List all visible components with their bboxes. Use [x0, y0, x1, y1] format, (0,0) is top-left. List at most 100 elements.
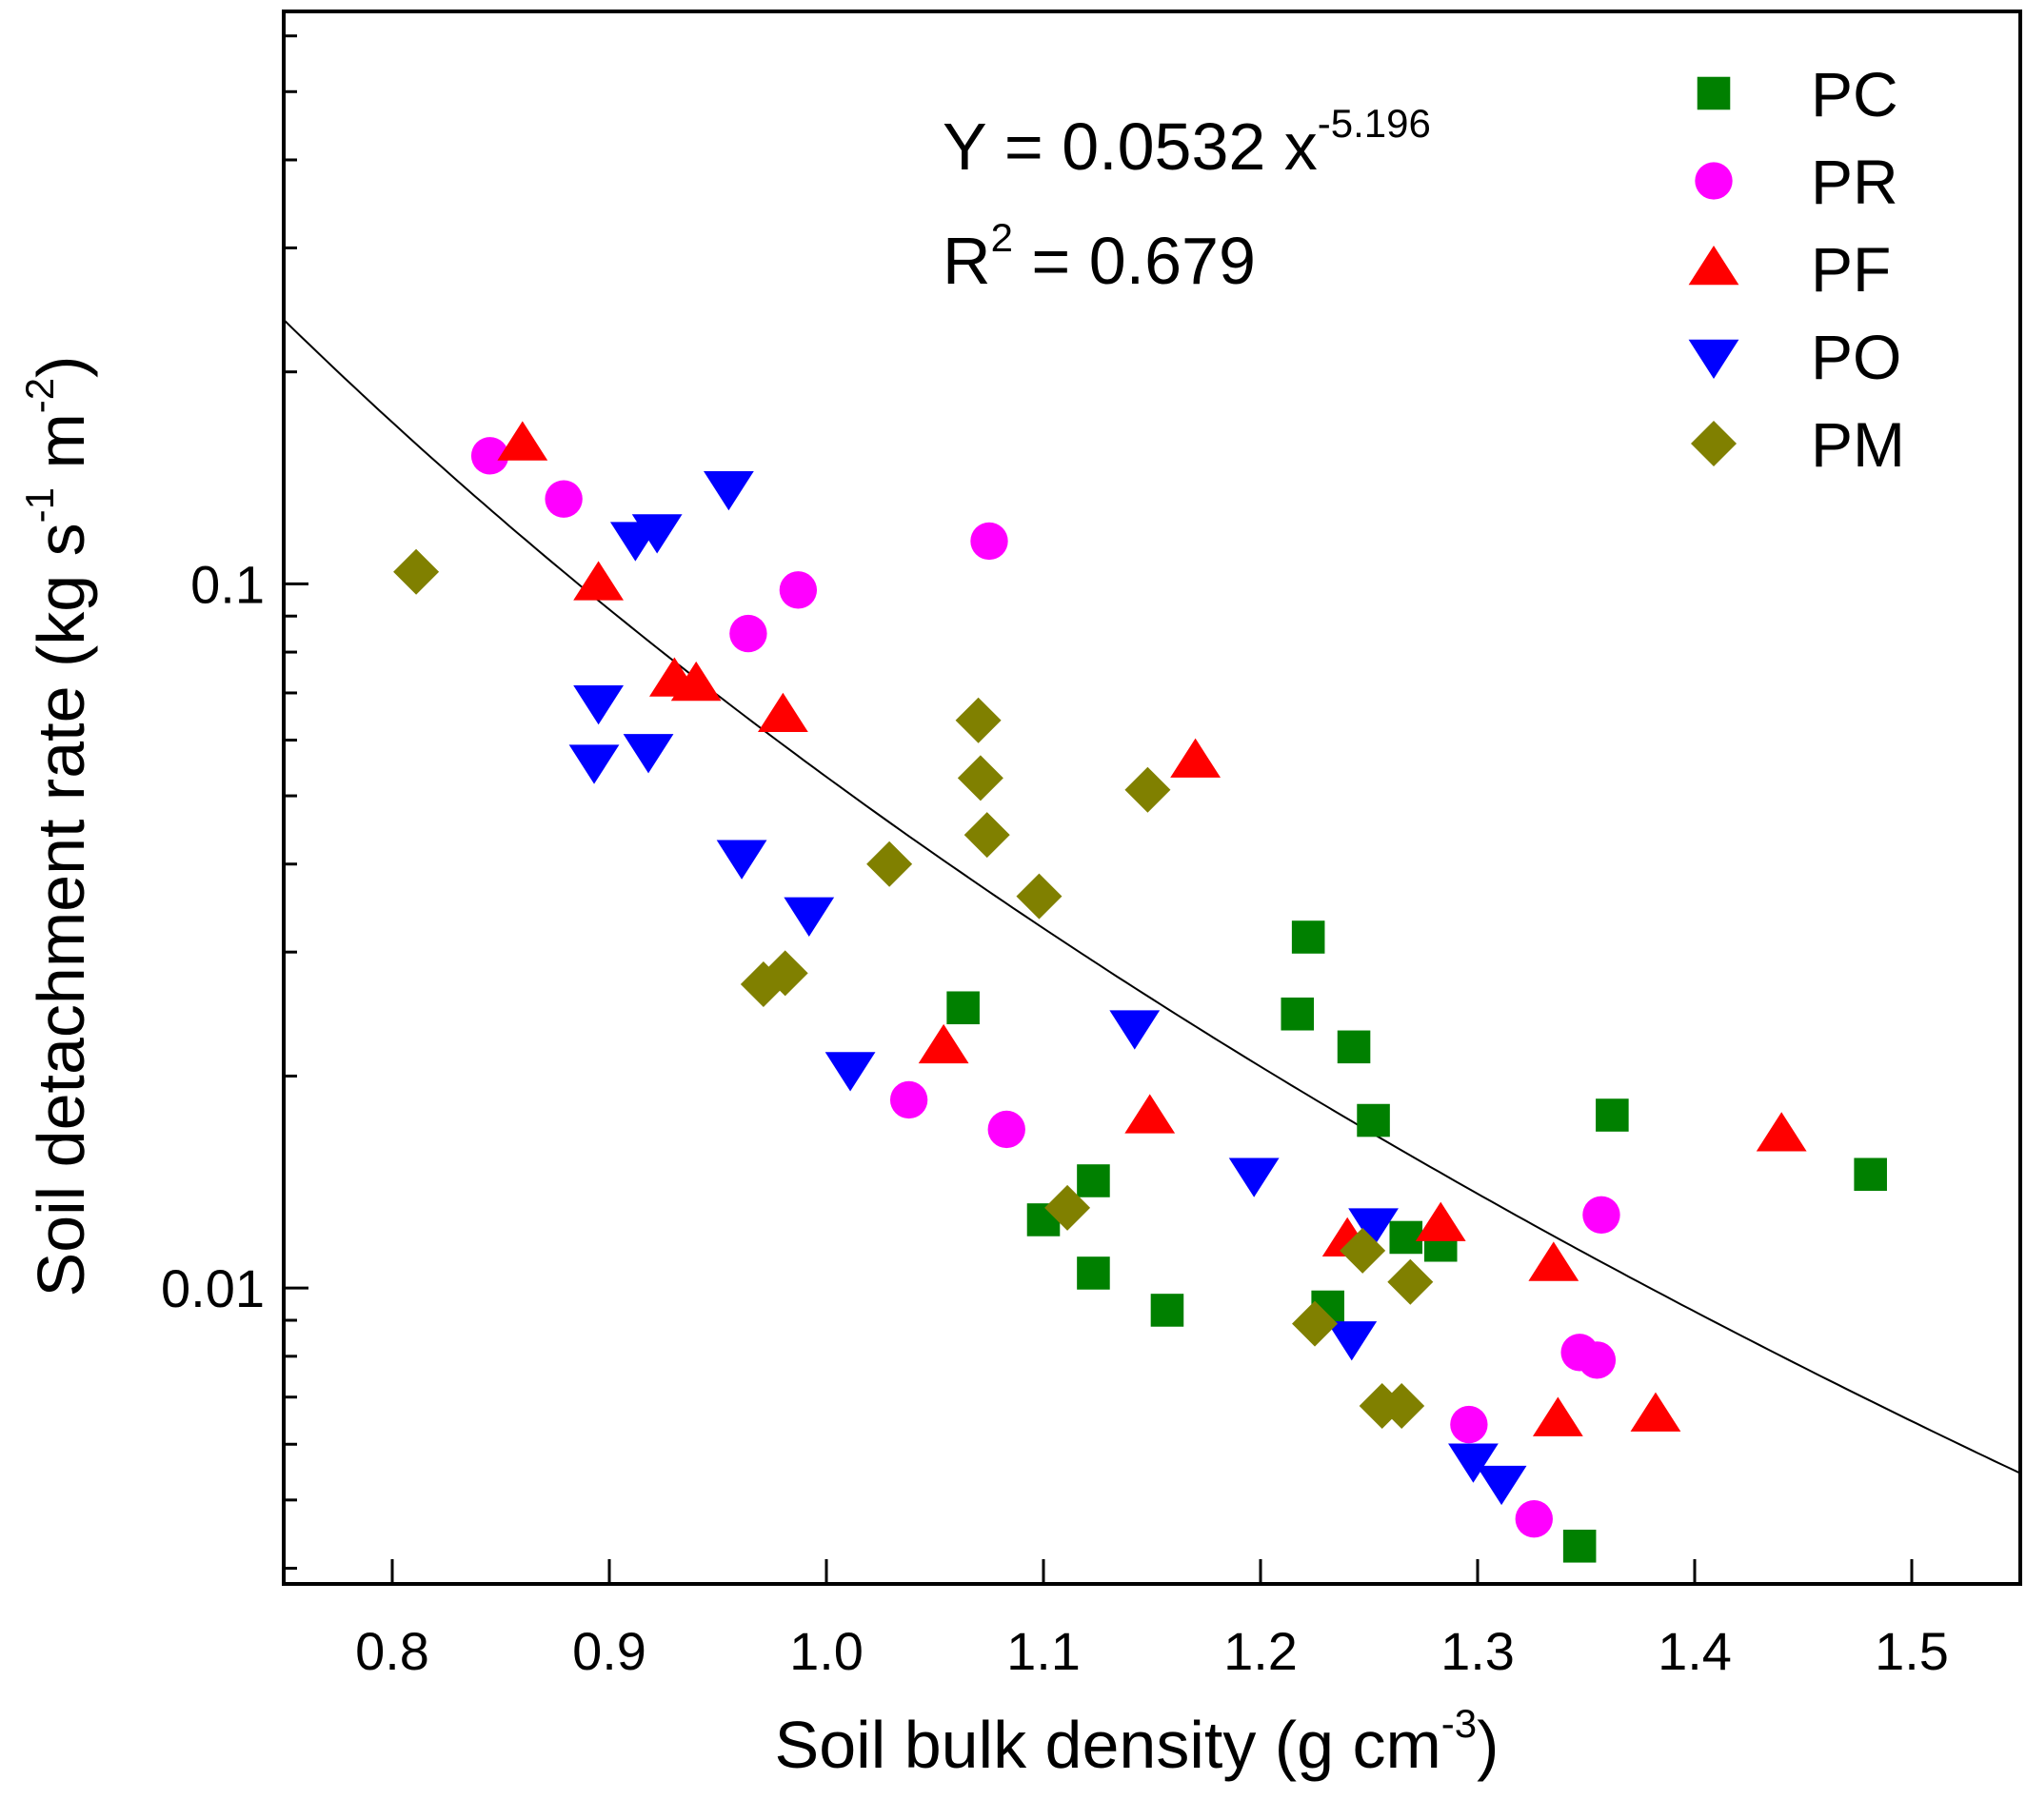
data-point-pf [1415, 1201, 1466, 1241]
legend-label: PO [1811, 322, 1901, 392]
data-point-po [1326, 1321, 1378, 1361]
data-point-pc [1562, 1530, 1597, 1563]
x-tick-label: 1.0 [789, 1621, 864, 1681]
data-point-pm [957, 755, 1003, 801]
legend-item-po: PO [1688, 322, 1901, 392]
x-tick-label: 0.8 [355, 1621, 429, 1681]
legend-item-pr: PR [1695, 147, 1898, 217]
data-point-pm [963, 812, 1010, 859]
data-point-po [824, 1052, 876, 1092]
legend-marker-pf [1688, 246, 1739, 286]
data-point-pf [497, 421, 548, 461]
equation-text: Y = 0.0532 x-5.196 [943, 101, 1431, 184]
data-point-pm [866, 841, 913, 887]
data-point-po [1476, 1465, 1527, 1506]
data-point-pc [1077, 1256, 1110, 1290]
data-point-pf [1756, 1112, 1807, 1152]
data-point-pm [1379, 1383, 1425, 1430]
legend: PC PR PF PO PM [1688, 59, 1905, 480]
data-point-pm [1124, 766, 1171, 813]
data-point-pf [1630, 1392, 1681, 1432]
x-axis-label-sup: -3 [1441, 1701, 1477, 1746]
data-point-po [784, 897, 835, 937]
data-point-po [623, 734, 674, 774]
data-point-pr [545, 480, 583, 518]
data-point-pm [1292, 1300, 1338, 1347]
data-point-pr [970, 522, 1008, 561]
data-point-pf [670, 661, 722, 702]
data-point-po [631, 514, 683, 554]
data-point-pc [1854, 1157, 1887, 1192]
x-tick-label: 1.4 [1658, 1621, 1732, 1681]
data-point-po [1228, 1157, 1280, 1197]
data-point-pc [1150, 1294, 1184, 1327]
data-point-pm [762, 950, 808, 997]
data-point-pr [889, 1080, 928, 1119]
x-tick-label: 1.1 [1006, 1621, 1081, 1681]
y-axis-label-sup1: -1 [17, 487, 62, 523]
series-pf [497, 421, 1807, 1436]
data-point-pr [987, 1110, 1025, 1149]
data-point-pc [1357, 1103, 1390, 1138]
data-point-pm [955, 697, 1002, 743]
data-point-pm [1016, 873, 1063, 920]
axis-ticks [284, 582, 1914, 1584]
x-axis-label: Soil bulk density (g cm-3) [775, 1701, 1500, 1782]
data-point-pr [779, 571, 818, 609]
data-point-pf [1532, 1396, 1583, 1436]
data-point-pr [1515, 1500, 1553, 1538]
legend-marker-po [1688, 339, 1739, 379]
data-point-pc [946, 991, 980, 1025]
data-points [393, 421, 1887, 1563]
series-pc [946, 920, 1887, 1563]
r-squared-prefix: R [943, 224, 991, 298]
x-axis-label-main: Soil bulk density (g cm [775, 1708, 1441, 1782]
data-point-pf [1124, 1094, 1176, 1134]
data-point-pm [393, 548, 440, 595]
data-point-pf [573, 561, 624, 601]
legend-label: PF [1811, 234, 1891, 305]
data-point-pf [758, 692, 808, 733]
legend-marker-pc [1697, 76, 1731, 110]
data-point-po [1448, 1443, 1499, 1483]
y-tick-label: 0.01 [161, 1258, 265, 1318]
plot-frame [282, 10, 2022, 1586]
legend-label: PC [1811, 59, 1898, 129]
tick-labels: 0.8 0.9 1.0 1.1 1.2 1.3 1.4 1.5 0.01 0.1 [161, 554, 1949, 1681]
data-point-pm [1340, 1227, 1386, 1274]
y-axis-label-part2: m [24, 413, 98, 487]
y-axis-label-part3: ) [24, 356, 98, 378]
data-point-pf [1528, 1241, 1579, 1281]
data-point-pm [1044, 1184, 1091, 1231]
data-point-pm [1387, 1258, 1434, 1305]
legend-item-pf: PF [1688, 234, 1891, 305]
x-tick-label: 1.2 [1223, 1621, 1298, 1681]
data-point-pr [470, 437, 509, 475]
data-point-pf [918, 1023, 969, 1064]
data-point-pc [1281, 997, 1315, 1031]
x-axis-label-tail: ) [1477, 1708, 1499, 1782]
y-axis-label-sup2: -2 [17, 378, 62, 413]
y-axis-label-part1: Soil detachment rate (kg s [24, 523, 98, 1296]
data-point-pr [1450, 1405, 1488, 1444]
r-squared-text: R2 = 0.679 [943, 215, 1256, 298]
series-po [568, 470, 1527, 1506]
data-point-po [1109, 1010, 1161, 1050]
equation-main: Y = 0.0532 x [943, 109, 1318, 184]
legend-label: PM [1811, 409, 1905, 480]
x-tick-label: 0.9 [572, 1621, 646, 1681]
data-point-pc [1291, 920, 1325, 954]
data-point-pc [1077, 1164, 1110, 1197]
data-point-pr [729, 614, 767, 653]
data-point-pc [1337, 1030, 1371, 1064]
data-point-pc [1389, 1220, 1423, 1255]
data-point-po [704, 470, 754, 511]
x-tick-label: 1.5 [1875, 1621, 1949, 1681]
fit-curve [283, 319, 2021, 1474]
r-squared-sup: 2 [991, 215, 1013, 260]
legend-item-pc: PC [1697, 59, 1898, 129]
data-point-pf [1170, 738, 1221, 778]
series-pr [470, 437, 1620, 1538]
data-point-po [1348, 1208, 1399, 1248]
